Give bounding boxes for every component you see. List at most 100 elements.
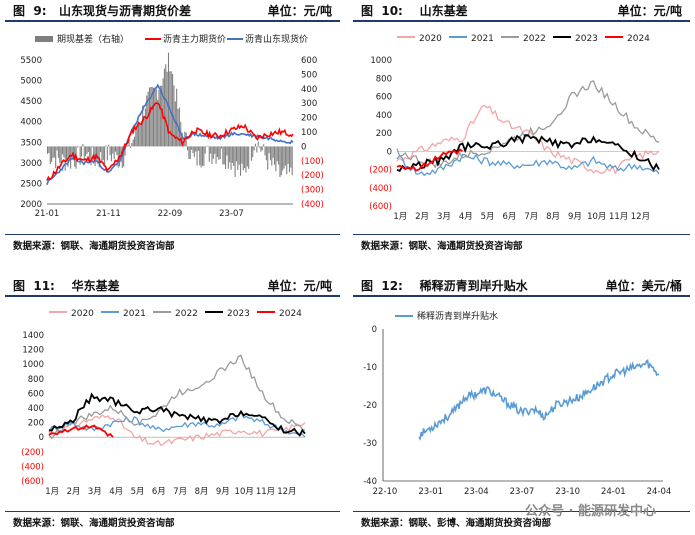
basis-bar xyxy=(91,146,93,148)
basis-bar xyxy=(210,146,212,154)
y-tick-label: 1400 xyxy=(22,331,44,341)
basis-bar xyxy=(225,146,227,170)
x-tick-label: 4月 xyxy=(459,212,473,222)
y-tick-label: 4500 xyxy=(20,97,42,107)
panel-title: 图 9: 山东现货与沥青期货价差 xyxy=(13,3,192,18)
basis-bar xyxy=(220,146,223,149)
series-line-2022 xyxy=(48,354,306,440)
basis-bar xyxy=(216,146,218,157)
basis-bar xyxy=(260,146,262,152)
basis-bar xyxy=(195,146,197,152)
basis-bar xyxy=(146,95,148,147)
basis-bar xyxy=(89,146,91,162)
basis-bar xyxy=(257,141,259,147)
x-tick-label: 8月 xyxy=(195,487,209,497)
x-tick-label: 7月 xyxy=(173,487,187,497)
basis-bar xyxy=(148,87,151,147)
basis-bar xyxy=(55,146,57,169)
basis-bar xyxy=(167,52,170,147)
basis-bar xyxy=(230,146,232,170)
series-line-2024 xyxy=(48,424,114,438)
basis-bar xyxy=(172,74,174,147)
basis-bar xyxy=(222,146,224,165)
y-tick-label: 200 xyxy=(376,129,392,139)
basis-bar xyxy=(85,146,87,157)
x-tick-label: 10月 xyxy=(587,212,606,222)
panel-unit: 单位：元/吨 xyxy=(617,3,682,18)
basis-bar xyxy=(132,139,134,147)
basis-bar xyxy=(136,128,138,147)
y-tick-label: -30 xyxy=(363,439,377,449)
legend-swatch xyxy=(35,36,53,42)
basis-bar xyxy=(153,87,155,147)
basis-bar xyxy=(117,146,119,168)
y-tick-label: 400 xyxy=(376,111,392,121)
basis-bar xyxy=(131,143,133,147)
basis-bar xyxy=(106,146,108,161)
x-tick-label: 9月 xyxy=(568,212,582,222)
futures-price-line xyxy=(46,102,294,181)
basis-bar xyxy=(82,143,84,147)
basis-bar xyxy=(142,105,144,147)
legend-label: 沥青主力期货价 xyxy=(163,33,226,45)
basis-bar xyxy=(163,68,165,147)
basis-bar xyxy=(135,123,137,147)
basis-bar xyxy=(83,146,85,161)
basis-bar xyxy=(204,146,206,154)
panel-header: 图 9: 山东现货与沥青期货价差 单位：元/吨 xyxy=(5,0,340,22)
basis-bar xyxy=(114,146,117,152)
basis-bar xyxy=(250,146,252,161)
basis-bar xyxy=(291,146,293,176)
basis-bar xyxy=(151,86,153,147)
x-tick-label: 21-01 xyxy=(35,209,60,219)
basis-bar xyxy=(280,146,282,176)
basis-bar xyxy=(176,88,178,147)
basis-bar xyxy=(282,146,284,171)
x-tick-label: 24-04 xyxy=(647,487,672,497)
source-note: 数据来源：钢联、海通期货投资咨询部 xyxy=(361,241,523,252)
basis-bar xyxy=(150,86,152,147)
basis-bar xyxy=(109,146,111,156)
y-right-tick-label: 500 xyxy=(301,70,317,80)
basis-bar xyxy=(238,146,240,165)
chart-panel-10: 图 10: 山东基差 单位：元/吨 2020 2021 2022 2023 2024 10… xyxy=(353,0,690,252)
panel-unit: 单位：元/吨 xyxy=(267,278,332,293)
basis-bar xyxy=(112,146,114,154)
separator xyxy=(353,511,690,512)
basis-bar xyxy=(239,146,242,176)
basis-bar xyxy=(159,85,161,147)
y-tick-label: 1200 xyxy=(22,346,44,356)
x-tick-label: 3月 xyxy=(437,212,451,222)
basis-bar xyxy=(60,146,62,166)
basis-bar xyxy=(211,146,213,164)
basis-bar xyxy=(261,146,263,151)
basis-bar xyxy=(268,146,270,154)
basis-bar xyxy=(200,146,202,168)
y-tick-label: 3000 xyxy=(20,159,42,169)
panel-unit: 单位：元/吨 xyxy=(267,3,332,18)
basis-bar xyxy=(66,146,68,161)
panel-title: 图 11: 华东基差 xyxy=(13,278,120,293)
y-right-tick-label: 200 xyxy=(301,114,317,124)
basis-bar xyxy=(278,146,280,165)
x-tick-label: 21-11 xyxy=(96,209,121,219)
legend-label: 2020 xyxy=(71,309,94,319)
x-tick-label: 3月 xyxy=(88,487,102,497)
panel-header: 图 12: 稀释沥青到岸升贴水 单位：美元/桶 xyxy=(353,275,690,297)
y-tick-label: 400 xyxy=(28,404,44,414)
basis-bar xyxy=(242,146,244,171)
x-tick-label: 1月 xyxy=(393,212,407,222)
basis-bar xyxy=(212,146,214,159)
basis-bar xyxy=(48,146,50,153)
y-right-tick-label: (400) xyxy=(301,200,324,210)
basis-bar xyxy=(231,146,233,163)
basis-bar xyxy=(61,146,64,155)
legend-label: 2023 xyxy=(575,34,598,44)
basis-bar xyxy=(113,146,115,160)
chart-10-svg: 2020 2021 2022 2023 2024 1000 800 600 400 200 0 (20… xyxy=(369,34,660,222)
basis-bar xyxy=(272,146,274,158)
basis-bar xyxy=(263,144,265,147)
basis-bar xyxy=(283,146,285,169)
y-tick-label: 2000 xyxy=(20,200,42,210)
basis-bar xyxy=(128,135,130,147)
